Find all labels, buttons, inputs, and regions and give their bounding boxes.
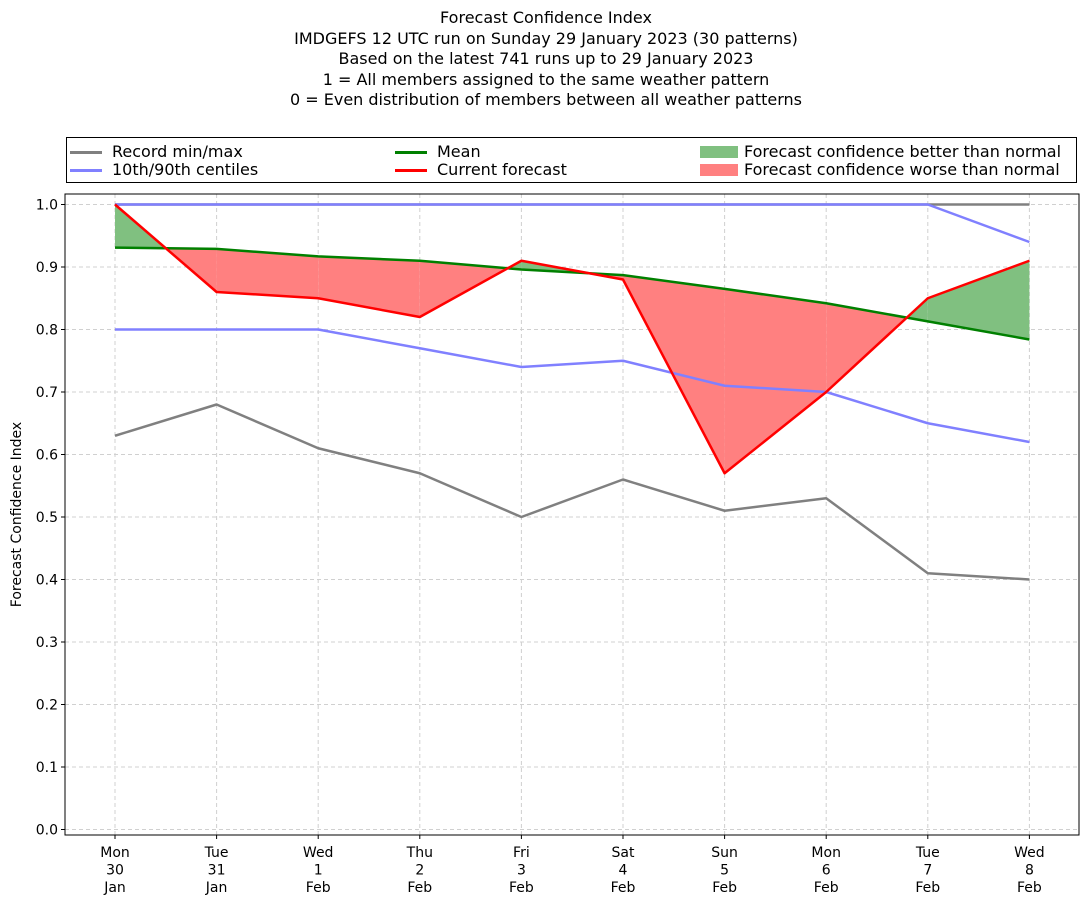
x-tick-label: Feb [915,880,940,896]
x-tick-label: 7 [923,863,932,879]
x-tick-label: Feb [712,880,737,896]
x-tick-label: Mon [100,845,130,861]
x-tick-label: 8 [1025,863,1034,879]
x-tick-label: Feb [814,880,839,896]
plot-frame [64,193,1080,836]
x-tick-label: 1 [314,863,323,879]
x-tick-label: Thu [406,845,433,861]
x-tick-label: Feb [306,880,331,896]
series-record-min [114,403,1030,581]
x-tick-label: Jan [103,880,126,896]
y-tick-label: 0.5 [36,510,58,526]
x-tick-label: Jan [205,880,228,896]
x-tick-label: Feb [407,880,432,896]
y-tick-label: 0.9 [36,260,58,276]
series-current-forecast [114,203,1030,475]
y-tick-label: 0.8 [36,323,58,339]
title-line-1: Forecast Confidence Index [440,8,652,27]
y-tick-label: 1.0 [36,198,58,214]
legend-swatch-mean [395,151,427,154]
y-tick-label: 0.2 [36,698,58,714]
x-tick-label: Feb [509,880,534,896]
y-axis-label: Forecast Confidence Index [9,422,25,607]
x-tick-label: Feb [611,880,636,896]
legend-label-record: Record min/max [112,142,243,161]
series-10th-centile [115,328,1030,444]
fill-worse-than-normal [216,248,319,299]
legend-swatch-record [70,151,102,154]
x-tick-label: 5 [720,863,729,879]
fill-better-than-normal [927,260,1030,340]
legend-swatch-better [700,146,738,158]
y-tick-label: 0.0 [36,823,58,839]
x-tick-label: Wed [1014,845,1045,861]
series-mean [114,246,1030,341]
x-tick-label: Tue [915,845,940,861]
title-line-3: Based on the latest 741 runs up to 29 Ja… [338,49,754,68]
legend-label-current: Current forecast [437,160,567,179]
fill-worse-than-normal [419,260,508,317]
legend-label-worse: Forecast confidence worse than normal [744,160,1060,179]
x-tick-label: 2 [415,863,424,879]
x-tick-label: Sat [612,845,635,861]
legend: Record min/max 10th/90th centiles Mean C… [66,137,1077,183]
legend-label-better: Forecast confidence better than normal [744,142,1062,161]
x-tick-label: 30 [106,863,124,879]
y-tick-label: 0.1 [36,760,58,776]
x-tick-label: 4 [619,863,628,879]
legend-label-mean: Mean [437,142,481,161]
x-tick-label: 31 [208,863,226,879]
x-tick-label: 3 [517,863,526,879]
title-line-4: 1 = All members assigned to the same wea… [322,69,770,89]
title-line-2: IMDGEFS 12 UTC run on Sunday 29 January … [294,28,798,48]
legend-swatch-worse [700,164,738,176]
series-90th-centile [115,203,1030,244]
x-tick-label: Mon [811,845,841,861]
title-line-5: 0 = Even distribution of members between… [289,90,803,109]
x-tick-label: Feb [1017,880,1042,896]
y-tick-label: 0.3 [36,635,58,651]
y-tick-label: 0.7 [36,385,58,401]
y-tick-label: 0.4 [36,573,58,589]
x-tick-label: Sun [711,845,738,861]
legend-swatch-current [395,169,427,172]
y-tick-label: 0.6 [36,448,58,464]
fill-worse-than-normal [724,288,827,474]
x-tick-label: 6 [822,863,831,879]
legend-label-centiles: 10th/90th centiles [112,160,259,179]
x-tick-label: Tue [204,845,229,861]
x-tick-label: Fri [513,845,530,861]
chart-title: Forecast Confidence Index IMDGEFS 12 UTC… [0,8,1092,111]
x-tick-label: Wed [303,845,334,861]
fill-worse-than-normal [826,303,907,392]
legend-swatch-centiles [70,169,102,172]
